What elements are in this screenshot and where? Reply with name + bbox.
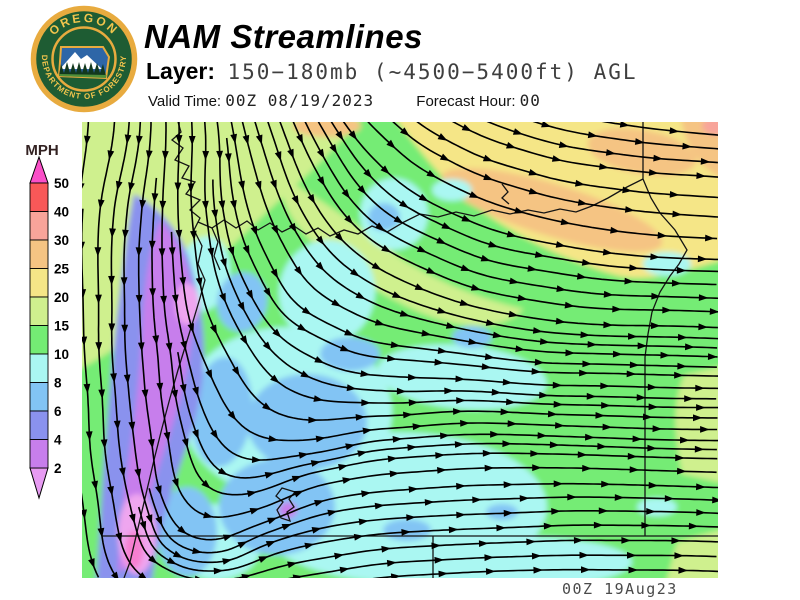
state-borders-layer bbox=[102, 122, 718, 578]
valid-time-row: Valid Time: 00Z 08/19/2023 Forecast Hour… bbox=[148, 91, 541, 110]
legend-segment bbox=[29, 211, 49, 241]
legend-tick-label: 4 bbox=[54, 433, 62, 448]
legend-tick-label: 6 bbox=[54, 404, 62, 419]
streamlines-layer bbox=[82, 122, 718, 578]
legend-tick-label: 10 bbox=[54, 347, 69, 362]
trees-icon bbox=[59, 62, 106, 77]
legend-tick-label: 8 bbox=[54, 376, 62, 391]
legend-tick-label: 25 bbox=[54, 262, 70, 277]
legend-tick-label: 50 bbox=[54, 176, 69, 191]
legend-segment bbox=[29, 382, 49, 412]
legend-segment bbox=[29, 268, 49, 298]
valid-time-label: Valid Time: bbox=[148, 93, 222, 110]
legend-tick-label: 40 bbox=[54, 205, 69, 220]
legend-segment bbox=[29, 325, 49, 355]
legend-segment bbox=[29, 296, 49, 326]
layer-row: Layer: 150−180mb (~4500−5400ft) AGL bbox=[146, 58, 638, 85]
legend-tick-label: 20 bbox=[54, 290, 69, 305]
map-canvas bbox=[82, 122, 718, 578]
legend-below-min-arrow bbox=[29, 467, 49, 500]
legend-above-max-arrow bbox=[29, 155, 49, 184]
odf-logo: OREGON DEPARTMENT OF FORESTRY bbox=[30, 5, 138, 113]
legend-tick-label: 15 bbox=[54, 319, 70, 334]
legend-segment bbox=[29, 410, 49, 440]
legend-units-label: MPH bbox=[25, 142, 58, 159]
layer-value: 150−180mb (~4500−5400ft) AGL bbox=[227, 60, 638, 84]
legend-tick-label: 2 bbox=[54, 461, 62, 476]
page-title: NAM Streamlines bbox=[144, 18, 423, 55]
legend-segment bbox=[29, 239, 49, 269]
legend-segment bbox=[29, 439, 49, 469]
forecast-hour-value: 00 bbox=[519, 91, 541, 110]
legend-segment bbox=[29, 182, 49, 212]
valid-time-value: 00Z 08/19/2023 bbox=[225, 91, 375, 110]
layer-label: Layer: bbox=[146, 58, 216, 84]
legend-tick-label: 30 bbox=[54, 233, 69, 248]
streamline-map bbox=[82, 122, 718, 578]
logo-emblem-scene bbox=[57, 46, 111, 80]
wind-speed-colorbar: MPH 50 40 30 25 20 15 10 8 6 4 2 bbox=[25, 142, 70, 500]
map-timestamp: 00Z 19Aug23 bbox=[562, 580, 678, 598]
legend-segment bbox=[29, 353, 49, 383]
forecast-hour-label: Forecast Hour: bbox=[416, 93, 516, 110]
